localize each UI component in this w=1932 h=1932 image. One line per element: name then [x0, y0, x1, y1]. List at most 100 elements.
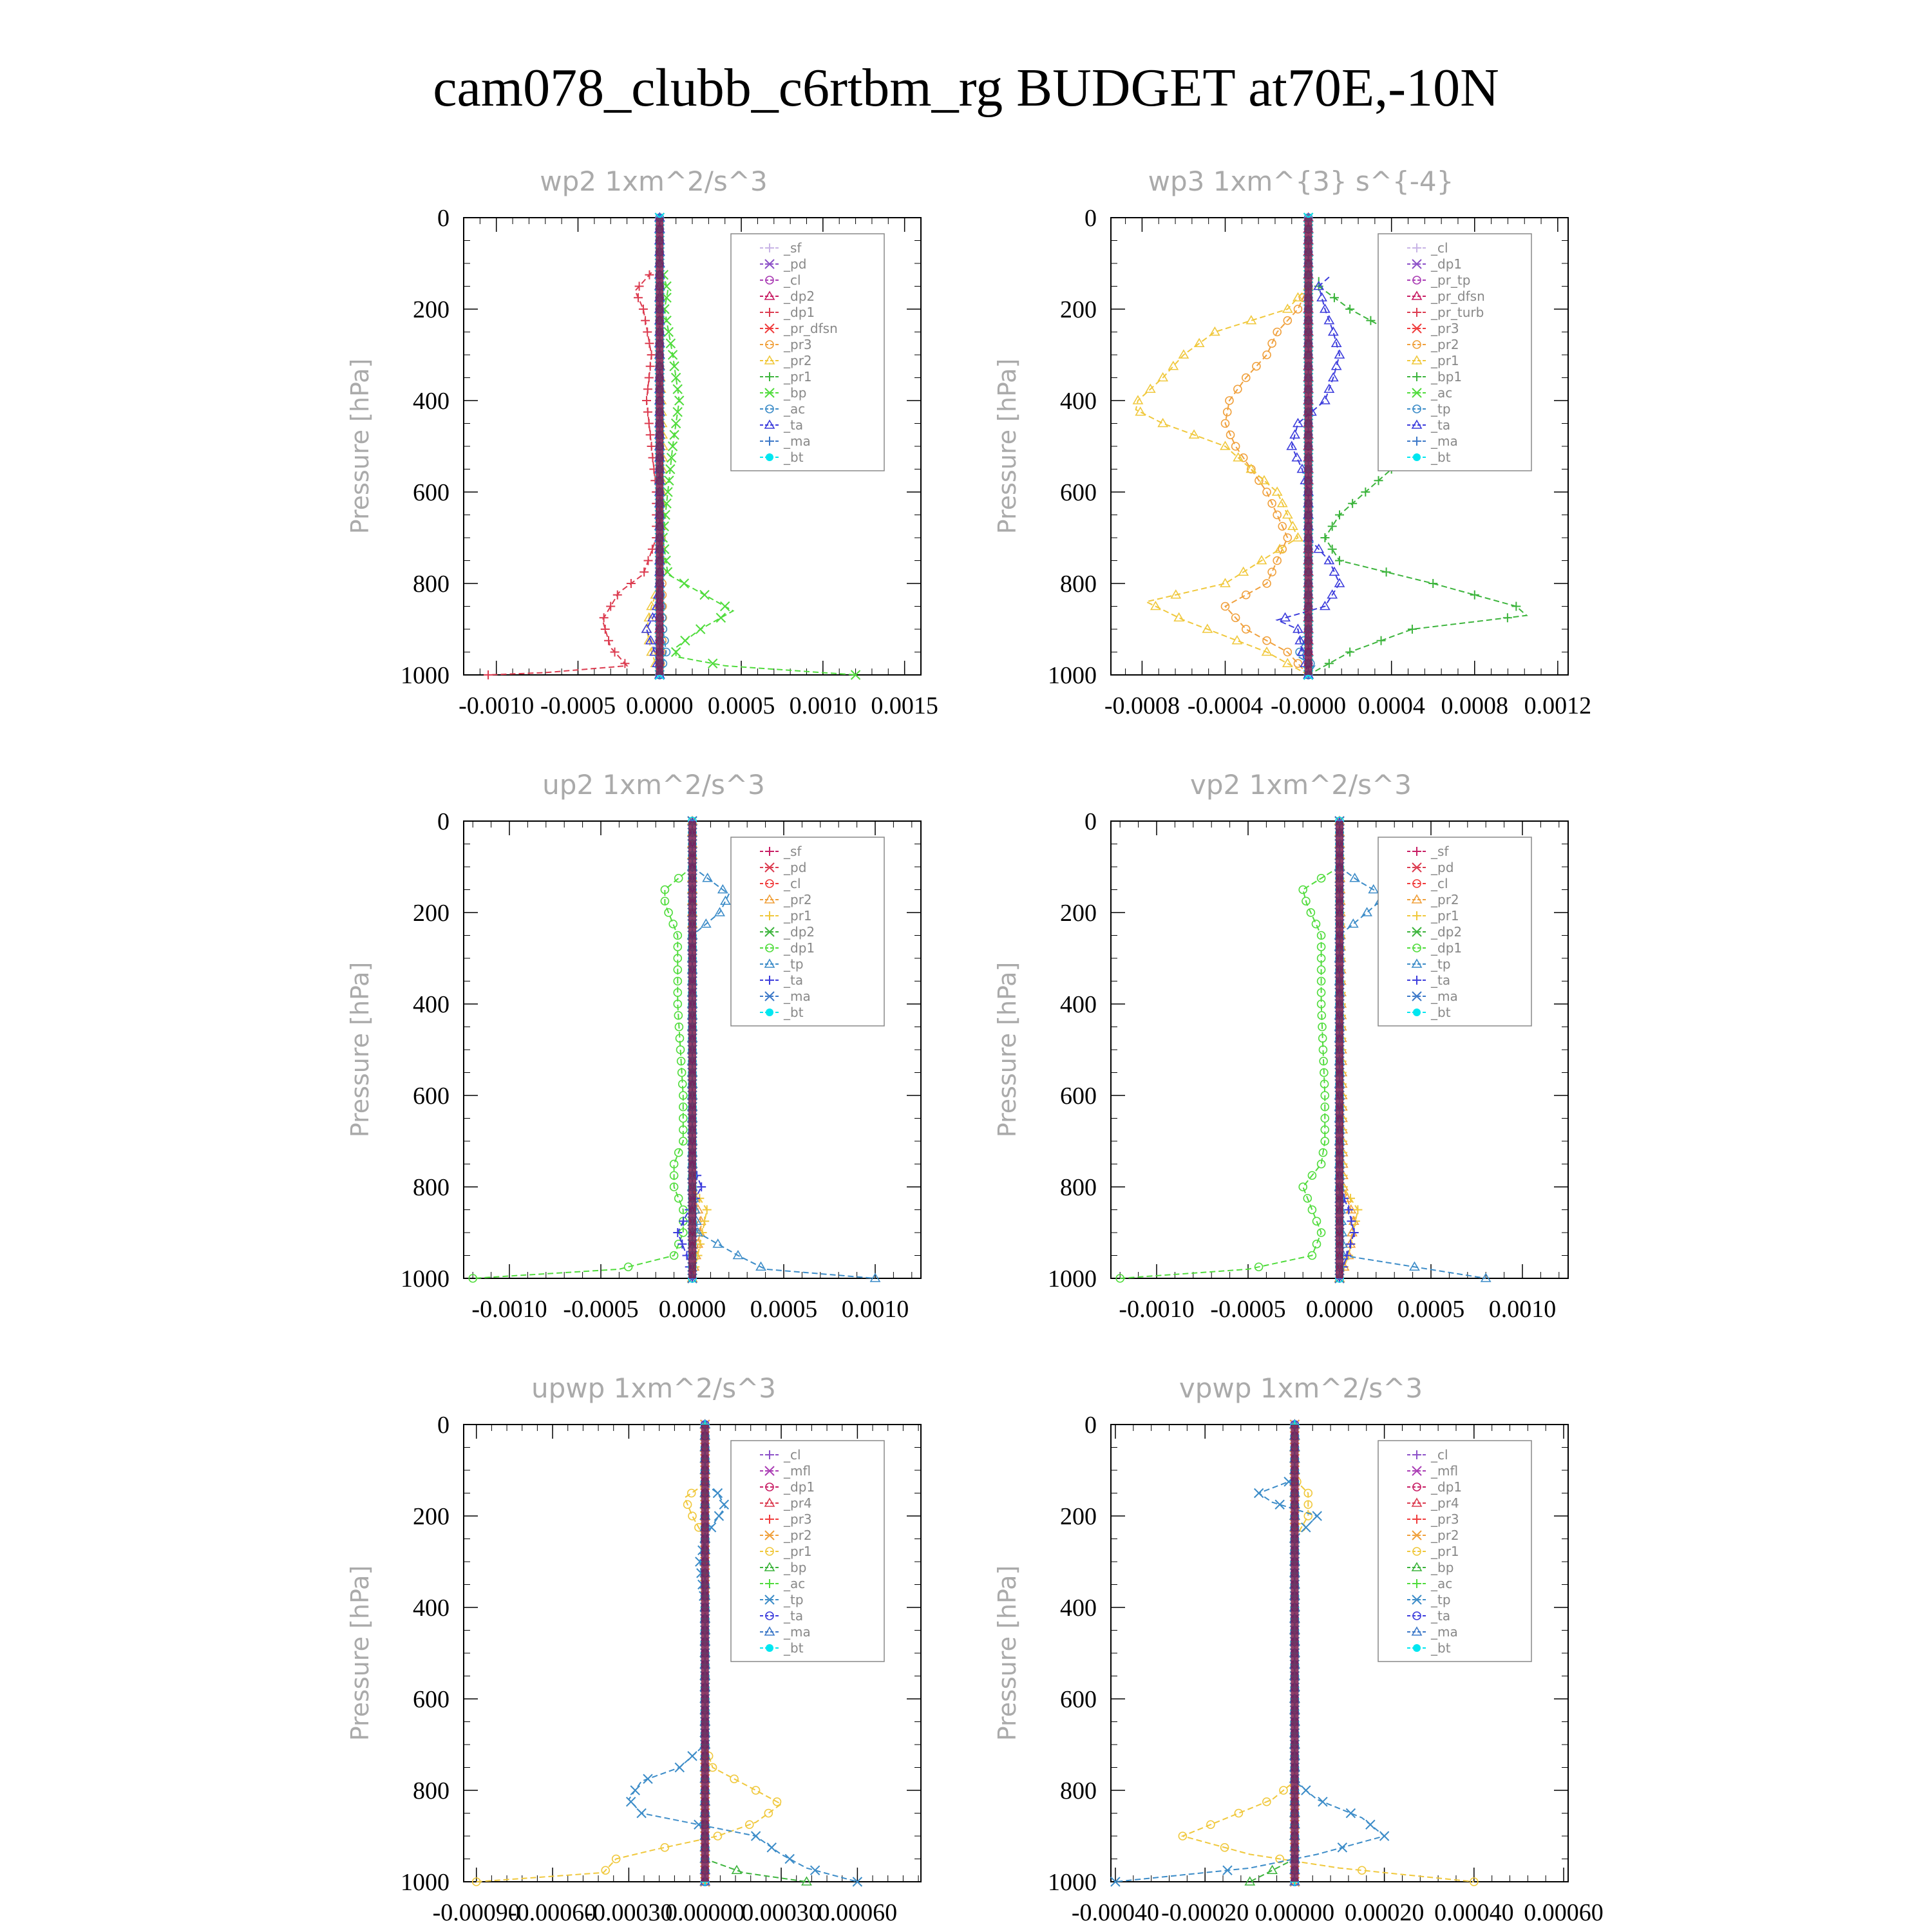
panel-3-series-point — [623, 1262, 633, 1272]
panel-4-legend-marker — [1411, 894, 1423, 904]
panel-5: upwp 1xm^2/s^3 Pressure [hPa] 0 200 400 600 80… — [346, 1372, 922, 1926]
panel-4-series-point — [1480, 1273, 1492, 1282]
panel-3-series-point — [674, 1022, 684, 1032]
panel-6-xtick-label: -0.00040 — [1072, 1899, 1159, 1926]
panel-3-series-point — [673, 942, 683, 952]
panel-1-series-point — [606, 601, 616, 611]
panel-3-series-point — [676, 1045, 685, 1054]
panel-4-series-point — [1302, 896, 1311, 906]
panel-1-legend-label: _cl — [783, 272, 801, 288]
panel-5-legend-marker — [764, 1466, 775, 1476]
panel-5-series-point — [730, 1774, 739, 1784]
panel-1-series-point — [604, 636, 614, 645]
panel-5-series-point — [801, 1876, 812, 1886]
panel-6: vpwp 1xm^2/s^3 Pressure [hPa] 0 200 400 600 80… — [993, 1372, 1604, 1926]
panel-5-xtick-label: 0.00060 — [818, 1899, 898, 1926]
panel-6-series-point — [1358, 1866, 1367, 1875]
panel-3-legend-label: _pr2 — [783, 892, 812, 907]
panel-1-series-point — [715, 612, 726, 623]
panel-2: wp3 1xm^{3} s^{-4} Pressure [hPa] 0 200 400 6… — [993, 166, 1591, 719]
panel-5-series-point — [719, 1499, 730, 1510]
panel-3-series-point — [755, 1261, 766, 1271]
panel-6-legend-label: _tp — [1430, 1592, 1451, 1607]
panel-1-legend-label: _bt — [783, 450, 804, 465]
panel-2-series-point — [1361, 488, 1370, 497]
panel-5-legend-label: _cl — [783, 1447, 801, 1463]
panel-3-series-point — [702, 873, 714, 882]
panel-2-series-point — [1220, 419, 1230, 428]
panel-6-zero-bundle — [1291, 1425, 1299, 1882]
panel-5-ytick-label: 200 — [413, 1503, 450, 1530]
panel-3-zero-bundle — [688, 821, 696, 1278]
panel-2-series-point — [1293, 417, 1303, 428]
panel-6-legend-marker — [1412, 1466, 1422, 1476]
panel-4-series-point — [1349, 1228, 1359, 1237]
panel-4-legend-label: _bt — [1430, 1005, 1451, 1020]
panel-3-series-point — [676, 1056, 686, 1066]
panel-5-legend-label: _bp — [783, 1560, 806, 1575]
panel-4-legend-label: _pr2 — [1430, 892, 1459, 907]
panel-2-series-point — [1252, 361, 1261, 371]
panel-2-ytick-label: 400 — [1060, 388, 1097, 415]
panel-2-series-point — [1293, 532, 1303, 542]
panel-2-legend-label: _ac — [1430, 385, 1452, 401]
panel-4-series-point — [1307, 1251, 1317, 1260]
panel-6-series-point — [1365, 1819, 1376, 1830]
panel-1-ytick-label: 200 — [413, 296, 450, 323]
panel-2-series-point — [1283, 647, 1293, 657]
panel-3-ytick-label: 1000 — [401, 1265, 450, 1293]
panel-2-series-point — [1313, 544, 1325, 553]
panel-1-series-point — [645, 339, 654, 348]
panel-4-title: vp2 1xm^2/s^3 — [1190, 769, 1412, 800]
panel-5-series-point — [471, 1877, 481, 1886]
panel-4-series-point — [1318, 1045, 1328, 1054]
panel-6-series-point — [1470, 1877, 1479, 1886]
panel-3-series-point — [732, 1249, 744, 1260]
panel-2-legend-label: _bp1 — [1430, 369, 1462, 384]
panel-4-xtick-label: 0.0005 — [1397, 1296, 1465, 1323]
panel-6-legend-label: _bt — [1430, 1640, 1451, 1656]
panel-3-series-point — [697, 1182, 706, 1191]
panel-2-series-point — [1202, 623, 1213, 633]
panel-2-series-point — [1293, 292, 1303, 302]
panel-4-series-point — [1316, 988, 1326, 998]
panel-2-series-point — [1170, 589, 1182, 599]
panel-3: up2 1xm^2/s^3 Pressure [hPa] 0 200 400 600 800… — [346, 769, 922, 1323]
panel-4-legend-label: _dp1 — [1430, 940, 1462, 956]
panel-2-series-point — [1331, 361, 1342, 370]
panel-1-legend-label: _dp1 — [783, 305, 815, 320]
panel-6-ytick-label: 600 — [1060, 1686, 1097, 1713]
panel-1-legend-marker — [765, 404, 774, 413]
panel-2-series-point — [1334, 349, 1345, 359]
panel-1-series-point — [663, 487, 673, 497]
panel-2-series-point — [1262, 636, 1271, 645]
panel-3-series-point — [696, 1239, 705, 1249]
panel-4-series-point — [1254, 1262, 1264, 1272]
panel-1-series-point — [634, 281, 644, 291]
panel-2-series-point — [1502, 613, 1512, 623]
panel-6-series-point — [1222, 1865, 1233, 1875]
panel-4-series-point — [1320, 1113, 1330, 1123]
panel-1-series-point — [643, 556, 653, 565]
panel-4-series-point — [1318, 1034, 1327, 1043]
panel-5-ytick-label: 600 — [413, 1686, 450, 1713]
panel-2-series-point — [1376, 636, 1386, 645]
panel-5-xtick-label: -0.00060 — [509, 1899, 596, 1926]
panel-2-series-point — [1267, 339, 1276, 348]
panel-6-legend-marker — [1411, 1562, 1423, 1571]
panel-1-legend-label: _dp2 — [783, 289, 815, 304]
panel-4-series-point — [1316, 942, 1326, 952]
panel-2-series-point — [1241, 590, 1251, 600]
panel-5-legend-marker — [764, 1562, 775, 1571]
panel-5-legend-marker — [764, 1530, 775, 1540]
panel-4-legend-marker — [1412, 943, 1421, 952]
panel-4-series-point — [1316, 954, 1326, 963]
panel-3-series-point — [673, 954, 683, 963]
panel-4-ytick-label: 800 — [1060, 1174, 1097, 1201]
panel-4-xtick-label: 0.0000 — [1306, 1296, 1374, 1323]
panel-1-series-point — [643, 384, 652, 394]
panel-5-series-point — [687, 1488, 696, 1498]
panel-1-legend-marker — [764, 259, 775, 269]
panel-1-series-point — [610, 647, 620, 657]
panel-1-series-point — [667, 441, 678, 451]
